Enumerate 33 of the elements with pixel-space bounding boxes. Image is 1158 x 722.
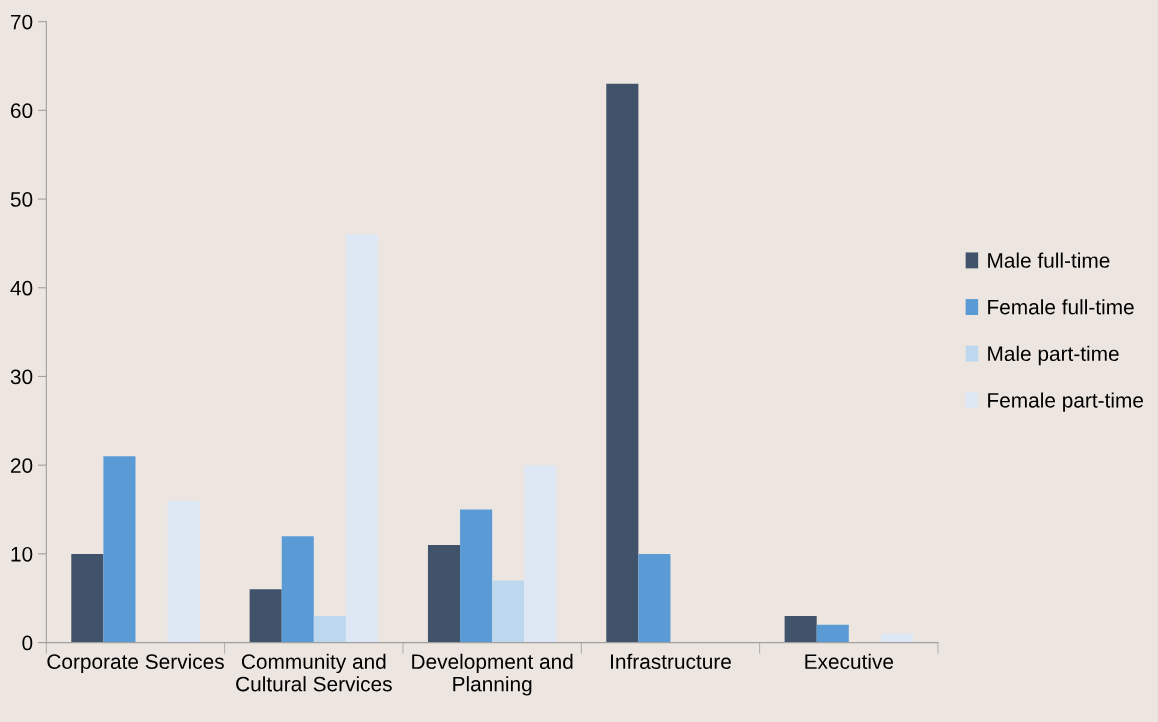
- bar: [784, 615, 817, 643]
- bar: [880, 633, 914, 643]
- bar: [427, 545, 461, 643]
- bar: [638, 553, 671, 643]
- legend-label: Male part-time: [988, 345, 1119, 366]
- bar: [313, 615, 346, 643]
- bar: [249, 589, 282, 643]
- y-tick-label: 70: [11, 14, 33, 30]
- y-tick-label: 10: [11, 546, 33, 562]
- y-tick-label: 30: [10, 369, 33, 385]
- bar: [103, 456, 136, 643]
- bar: [167, 500, 200, 643]
- bar: [816, 624, 849, 643]
- legend-label: Female part-time: [988, 392, 1143, 412]
- y-tick-label: 60: [11, 103, 33, 119]
- legend-label: Male full-time: [988, 252, 1110, 268]
- x-tick-label: Community and Cultural Services: [236, 653, 392, 692]
- bar: [71, 553, 104, 643]
- y-tick-label: 40: [10, 280, 33, 296]
- x-tick-label: Development and Planning: [412, 653, 573, 696]
- bar: [524, 465, 557, 643]
- bar: [345, 234, 379, 643]
- y-tick-label: 0: [22, 635, 33, 651]
- bar: [606, 83, 639, 643]
- bar: [492, 580, 525, 643]
- bar: [460, 509, 493, 643]
- legend-label: Female full-time: [988, 299, 1134, 315]
- x-tick-label: Corporate Services: [47, 653, 224, 674]
- x-tick-label: Executive: [805, 653, 894, 669]
- y-tick-label: 50: [10, 192, 33, 207]
- x-tick-label: Infrastructure: [611, 653, 731, 669]
- bar: [281, 536, 314, 643]
- y-tick-label: 20: [11, 458, 33, 473]
